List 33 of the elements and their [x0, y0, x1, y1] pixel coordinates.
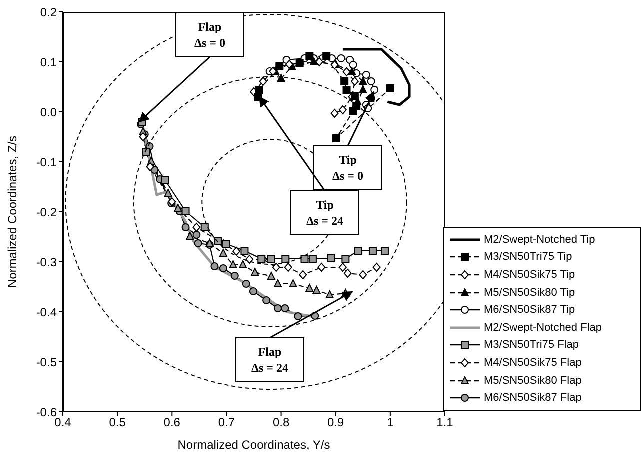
y-tick-label: -0.2 [36, 205, 58, 220]
x-tick-label: 0.4 [54, 416, 72, 430]
y-tick-label: -0.5 [36, 355, 58, 370]
legend-label: M3/SN50Tri75 Tip [484, 251, 572, 264]
y-tick-label: 0.0 [40, 105, 58, 120]
x-tick-label: 1.1 [436, 416, 454, 430]
y-tick-label: -0.6 [36, 405, 58, 420]
y-tick-label: -0.1 [36, 155, 58, 170]
y-tick-label: -0.4 [36, 305, 58, 320]
legend-label: M6/SN50Sik87 Flap [484, 392, 582, 404]
legend-label: M4/SN50Sik75 Flap [484, 356, 582, 369]
legend-label: M5/SN50Sik80 Tip [484, 286, 576, 299]
x-tick-label: 0.9 [328, 416, 345, 430]
annotation: Flap Δs = 24 [251, 345, 289, 375]
legend-label: M2/Swept-Notched Tip [484, 234, 596, 246]
x-tick-label: 0.8 [272, 416, 290, 430]
x-tick-label: 0.6 [164, 416, 181, 430]
x-axis-title: Normalized Coordinates, Y/s [178, 438, 330, 452]
x-tick-label: 1 [387, 416, 394, 430]
y-tick-label: -0.3 [36, 255, 58, 270]
legend-label: M6/SN50Sik87 Tip [484, 304, 576, 316]
y-axis-title: Normalized Coordinates, Z/s [5, 136, 20, 288]
y-tick-label: 0.2 [40, 5, 58, 20]
legend-label: M2/Swept-Notched Flap [484, 322, 602, 334]
y-tick-label: 0.1 [40, 55, 58, 70]
annotation: Tip Δs = 24 [306, 198, 344, 228]
annotation: Flap Δs = 0 [194, 20, 226, 50]
x-tick-label: 0.5 [109, 416, 126, 430]
x-tick-label: 0.7 [218, 416, 236, 430]
legend-label: M5/SN50Sik80 Flap [484, 374, 582, 387]
legend-label: M4/SN50Sik75 Tip [484, 268, 576, 281]
annotation: Tip Δs = 0 [332, 153, 364, 183]
legend-label: M3/SN50Tri75 Flap [484, 339, 579, 352]
